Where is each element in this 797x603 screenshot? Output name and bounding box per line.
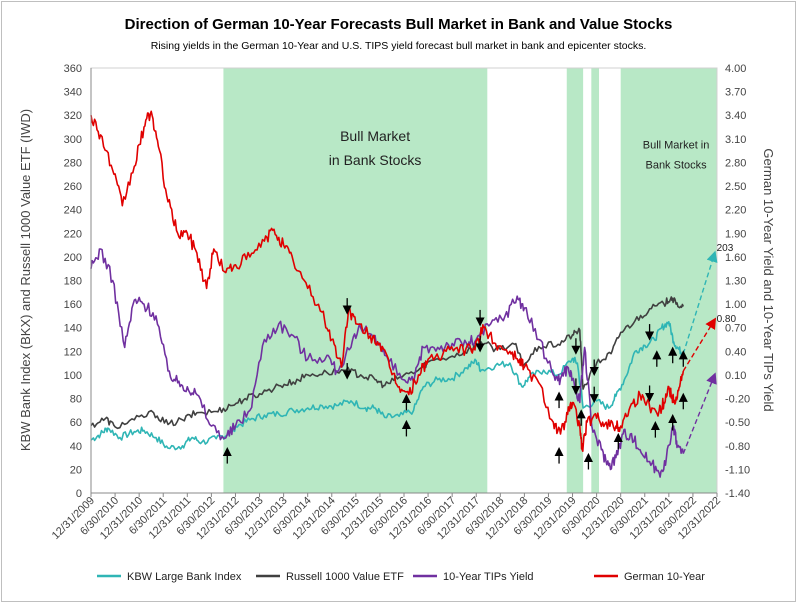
y-tick-left-label: 20 (70, 464, 82, 476)
series-line-0 (90, 320, 685, 451)
y-tick-left-label: 320 (64, 110, 82, 122)
shaded-region-3 (620, 68, 717, 493)
legend: KBW Large Bank Index Russell 1000 Value E… (97, 571, 705, 583)
y-tick-right-label: 3.10 (725, 134, 746, 146)
y-tick-right-label: 1.60 (725, 252, 746, 264)
forecast-arrow-1 (682, 317, 717, 372)
y-tick-right-label: 0.70 (725, 323, 746, 335)
legend-label-1: Russell 1000 Value ETF (286, 571, 404, 583)
shaded-region-0 (223, 68, 488, 493)
y-tick-right-label: 1.90 (725, 228, 746, 240)
y-tick-right-label: 3.40 (725, 110, 746, 122)
y-tick-left-label: 160 (64, 299, 82, 311)
y-tick-right-label: 2.80 (725, 157, 746, 169)
y-tick-left-label: 40 (70, 441, 82, 453)
legend-label-2: 10-Year TIPs Yield (443, 571, 534, 583)
y-tick-left-label: 280 (64, 157, 82, 169)
annotation-2: Bull Market in (643, 139, 710, 151)
shaded-regions (223, 68, 717, 493)
y-tick-left-label: 300 (64, 134, 82, 146)
y-tick-right-label: 0.40 (725, 346, 746, 358)
y-tick-right-label: 4.00 (725, 63, 746, 75)
y-tick-right-label: 3.70 (725, 87, 746, 99)
series-line-1 (90, 296, 685, 430)
series-line-2 (90, 248, 685, 478)
annotations: Bull Market in Bank Stocks Bull Market in B… (329, 128, 737, 325)
y-tick-left-label: 220 (64, 228, 82, 240)
forecast-arrows (682, 250, 718, 454)
y-tick-left-label: 60 (70, 417, 82, 429)
y-axis-right-label: German 10-Year Yield and 10-Year TIPs Yi… (761, 148, 776, 411)
y-tick-left-label: 260 (64, 181, 82, 193)
y-tick-right-label: 1.30 (725, 276, 746, 288)
y-tick-right-label: -0.80 (725, 441, 750, 453)
y-tick-left-label: 100 (64, 370, 82, 382)
y-tick-right-label: 2.20 (725, 205, 746, 217)
y-tick-left-label: 340 (64, 87, 82, 99)
annotation-4: 203 (717, 243, 734, 254)
y-tick-right-label: -0.50 (725, 417, 750, 429)
y-tick-right-label: -0.20 (725, 394, 750, 406)
annotation-1: in Bank Stocks (329, 152, 422, 168)
forecast-arrow-0 (682, 250, 718, 354)
y-tick-left-label: 80 (70, 394, 82, 406)
legend-label-0: KBW Large Bank Index (127, 571, 242, 583)
annotation-5: 0.80 (717, 314, 737, 325)
shaded-region-2 (591, 68, 600, 493)
y-tick-left-label: 360 (64, 63, 82, 75)
annotation-3: Bank Stocks (645, 159, 707, 171)
series-layer (90, 110, 685, 478)
y-tick-left-label: 120 (64, 346, 82, 358)
forecast-arrow-2 (682, 372, 717, 454)
y-tick-left-label: 0 (76, 488, 82, 500)
y-tick-left-label: 240 (64, 205, 82, 217)
y-tick-right-label: 0.10 (725, 370, 746, 382)
y-tick-right-label: -1.10 (725, 464, 750, 476)
chart-title: Direction of German 10-Year Forecasts Bu… (124, 16, 673, 33)
annotation-0: Bull Market (340, 128, 410, 144)
series-line-3 (90, 110, 685, 453)
event-arrows (222, 298, 688, 470)
legend-label-3: German 10-Year (624, 571, 705, 583)
y-tick-right-label: 1.00 (725, 299, 746, 311)
y-tick-left-label: 140 (64, 323, 82, 335)
y-tick-left-label: 180 (64, 276, 82, 288)
y-tick-right-label: 2.50 (725, 181, 746, 193)
y-tick-left-label: 200 (64, 252, 82, 264)
y-tick-right-label: -1.40 (725, 488, 750, 500)
chart-subtitle: Rising yields in the German 10-Year and … (150, 40, 647, 52)
y-axis-left-label: KBW Bank Index (BKX) and Russell 1000 Va… (18, 109, 33, 451)
